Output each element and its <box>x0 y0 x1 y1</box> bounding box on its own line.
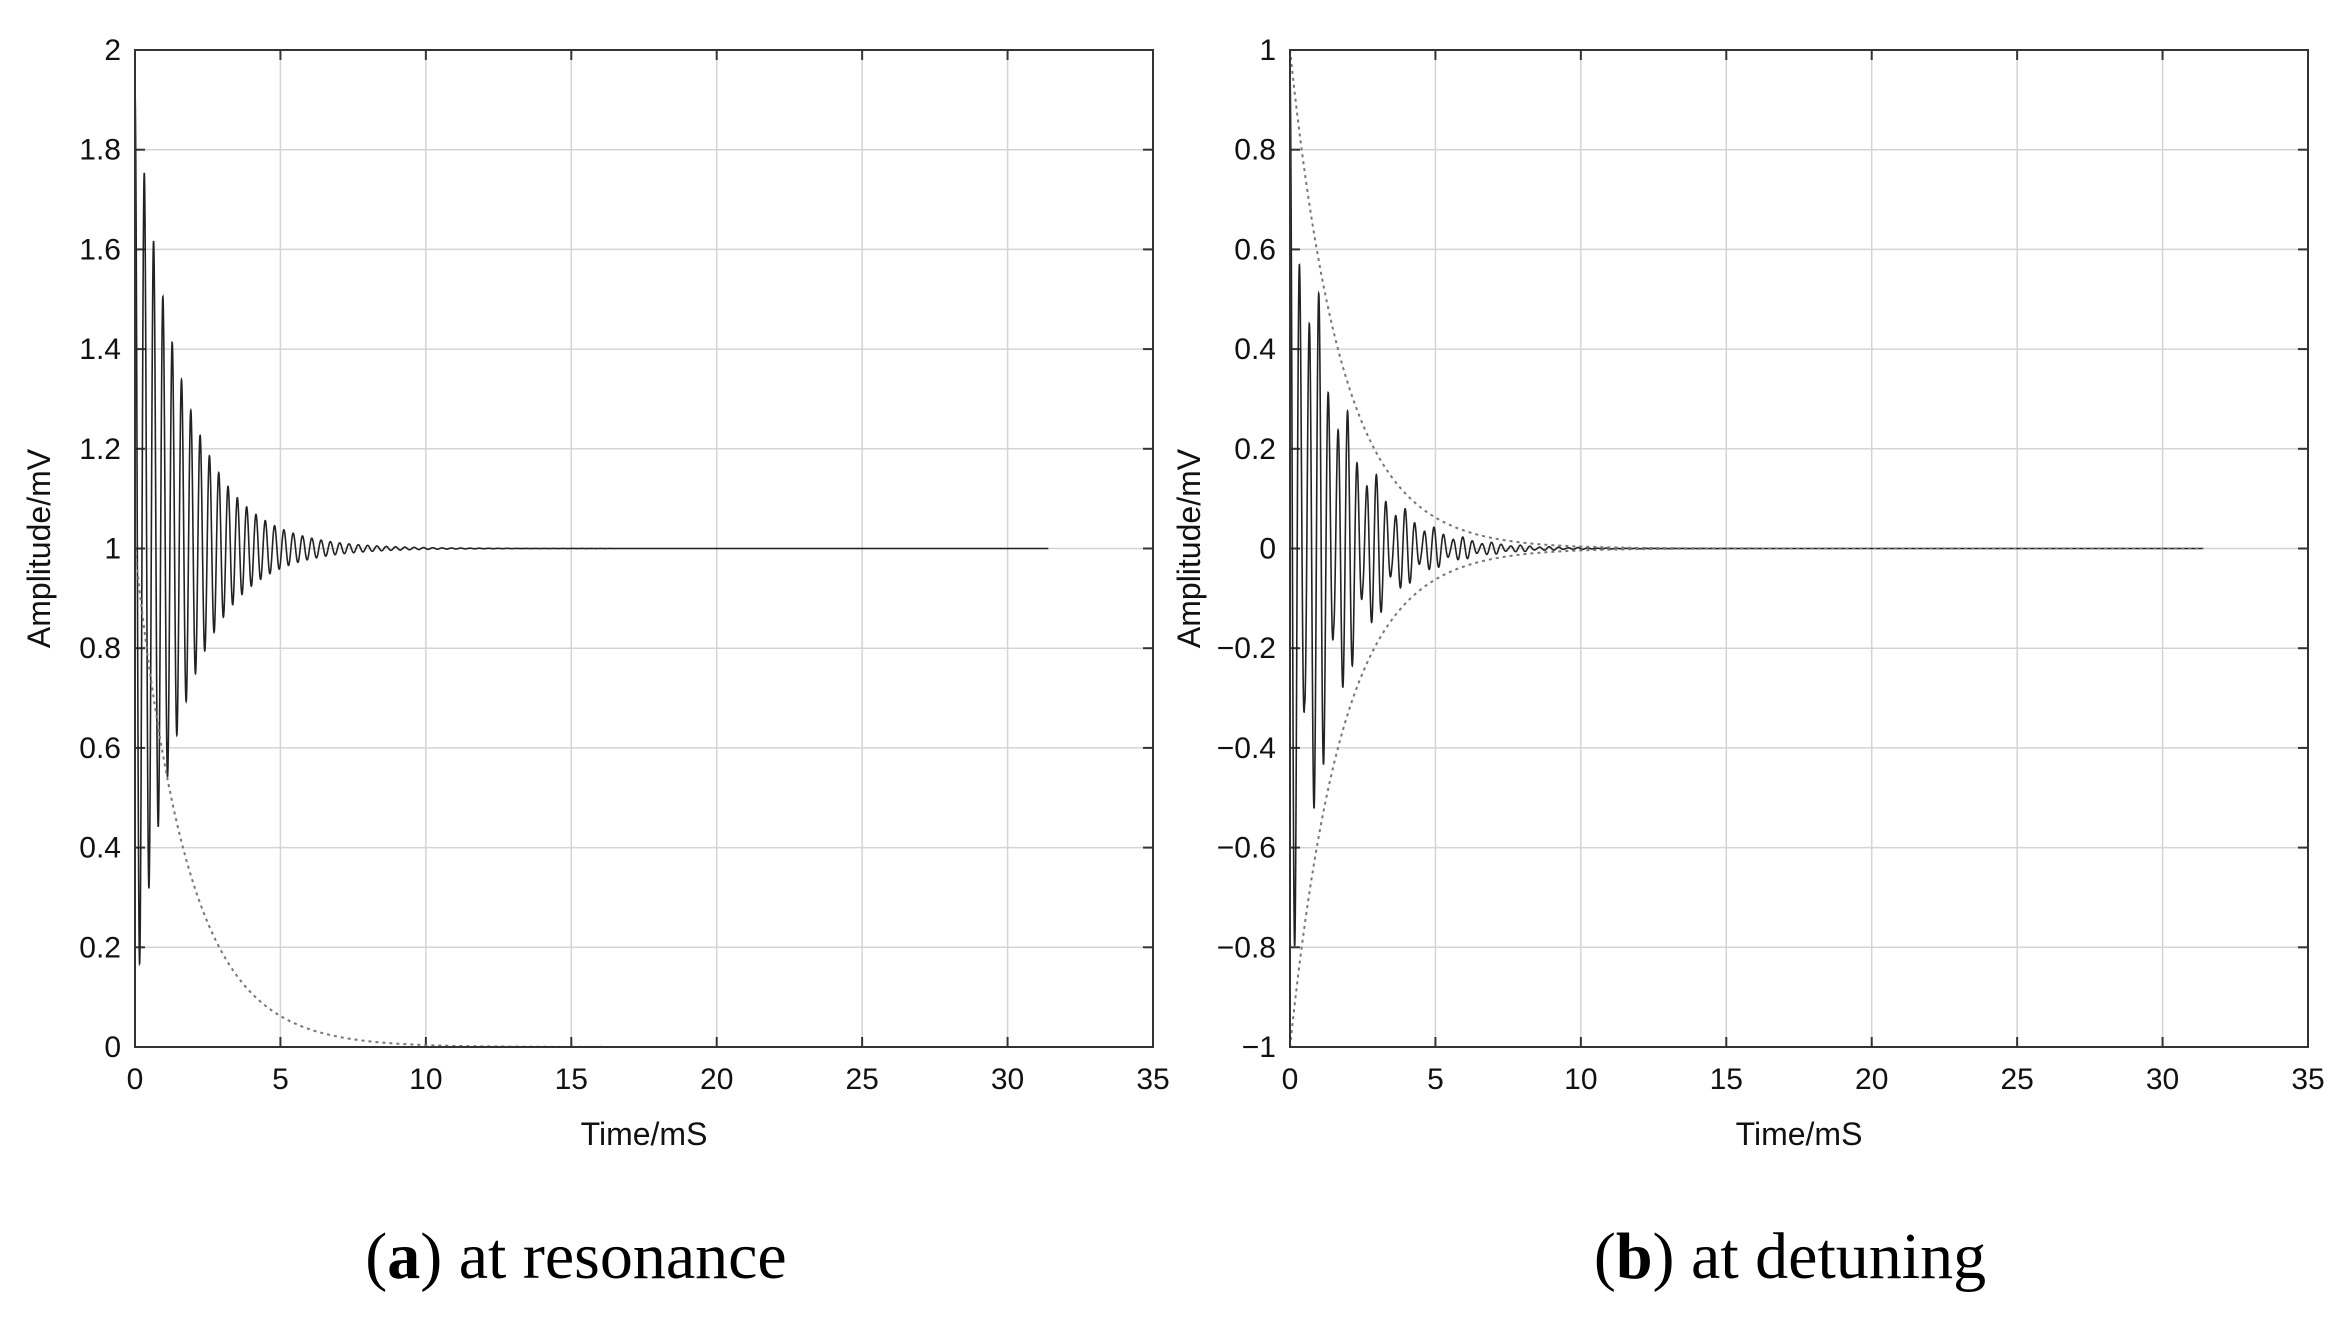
x-axis-label: Time/mS <box>581 1116 708 1152</box>
y-tick-label: −0.8 <box>1217 931 1276 964</box>
y-tick-label: −0.4 <box>1217 732 1276 765</box>
x-tick-label: 35 <box>2291 1063 2324 1096</box>
series-signal-line <box>1290 74 2204 947</box>
x-tick-label: 25 <box>845 1063 878 1096</box>
y-tick-label: 0.8 <box>79 632 121 665</box>
x-tick-label: 15 <box>1710 1063 1743 1096</box>
series-signal-line <box>135 89 1049 967</box>
y-tick-label: 0 <box>104 1031 121 1064</box>
y-tick-label: 1.2 <box>79 433 121 466</box>
x-tick-label: 15 <box>555 1063 588 1096</box>
y-axis-label: Amplitude/mV <box>21 448 57 648</box>
series-decay-envelope <box>135 548 1049 1047</box>
subfigure-caption: (b) at detuning <box>1594 1220 1986 1293</box>
y-tick-label: 0.6 <box>79 732 121 765</box>
y-tick-label: 1.6 <box>79 233 121 266</box>
x-axis-label: Time/mS <box>1736 1116 1863 1152</box>
y-tick-label: 0 <box>1259 533 1276 566</box>
chart-panel-b: 0 5 10 15 20 25 30 35 −1 −0.8 −0.6 −0.4 −0.2 0 0.2 0.4 0… <box>1171 34 2325 1293</box>
y-tick-label: −1 <box>1242 1031 1276 1064</box>
y-axis-label: Amplitude/mV <box>1171 448 1207 648</box>
chart-panel-a: 0 5 10 15 20 25 30 35 0 0.2 0.4 0.6 0.8 1 1.2 1.4 1.6 1.8… <box>21 34 1170 1293</box>
x-tick-label: 10 <box>409 1063 442 1096</box>
y-tick-label: 1 <box>104 533 121 566</box>
plot-frame <box>1289 49 2309 1048</box>
x-tick-label: 5 <box>272 1063 289 1096</box>
y-tick-label: 2 <box>104 34 121 67</box>
y-tick-label: 0.4 <box>1234 333 1276 366</box>
x-tick-label: 0 <box>127 1063 144 1096</box>
x-tick-label: 30 <box>2146 1063 2179 1096</box>
subfigure-caption: (a) at resonance <box>365 1220 786 1293</box>
y-tick-label: 0.2 <box>1234 433 1276 466</box>
y-tick-label: 0.4 <box>79 832 121 865</box>
y-tick-label: −0.2 <box>1217 632 1276 665</box>
x-tick-label: 20 <box>700 1063 733 1096</box>
y-tick-label: 1.8 <box>79 134 121 167</box>
x-tick-label: 20 <box>1855 1063 1888 1096</box>
y-tick-label: 0.2 <box>79 931 121 964</box>
y-tick-label: 0.8 <box>1234 134 1276 167</box>
x-tick-label: 0 <box>1282 1063 1299 1096</box>
y-tick-label: 0.6 <box>1234 233 1276 266</box>
plot-frame <box>134 49 1154 1048</box>
y-tick-label: −0.6 <box>1217 832 1276 865</box>
series-upper-envelope <box>1290 50 2204 550</box>
y-tick-label: 1 <box>1259 34 1276 67</box>
x-tick-label: 10 <box>1564 1063 1597 1096</box>
x-tick-label: 25 <box>2000 1063 2033 1096</box>
x-tick-label: 30 <box>991 1063 1024 1096</box>
y-tick-label: 1.4 <box>79 333 121 366</box>
x-tick-label: 5 <box>1427 1063 1444 1096</box>
series-lower-envelope <box>1290 547 2204 1047</box>
x-tick-label: 35 <box>1136 1063 1169 1096</box>
